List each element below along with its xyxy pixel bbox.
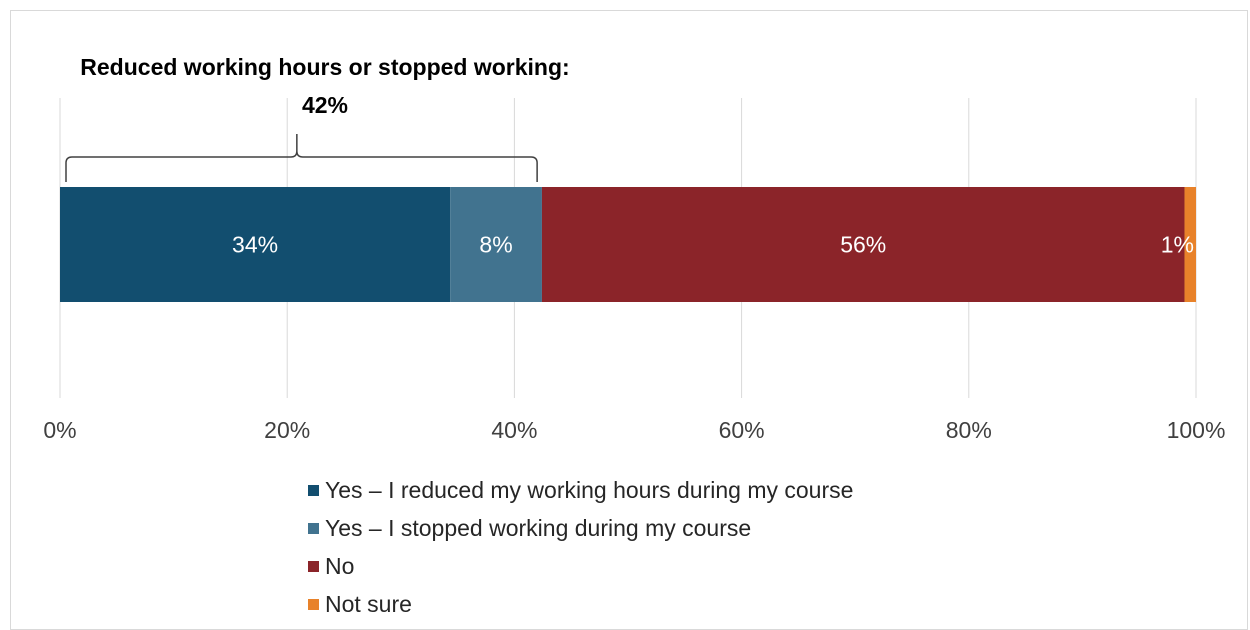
x-tick-label: 20% xyxy=(264,417,310,443)
bar-segment-yes-i-reduced-my-working-hours-during-my-course xyxy=(60,187,451,302)
legend-label: No xyxy=(325,552,355,579)
legend-swatch xyxy=(308,560,319,572)
legend-item-not-sure: Not sure xyxy=(308,585,1008,623)
legend-swatch xyxy=(308,598,319,610)
legend-item-yes-i-stopped-working-during-my-course: Yes – I stopped working during my course xyxy=(308,509,1008,547)
legend: Yes – I reduced my working hours during … xyxy=(308,471,1008,623)
bar-labels: 34% 8% 56% 1% xyxy=(232,232,1194,258)
x-tick-label: 80% xyxy=(946,417,992,443)
x-tick-label: 40% xyxy=(491,417,537,443)
data-label-no: 56% xyxy=(840,232,886,258)
x-axis-ticks: 0% 20% 40% 60% 80% 100% xyxy=(43,417,1225,443)
bar-segment-no xyxy=(541,187,1185,302)
bar-segment-not-sure xyxy=(1184,187,1196,302)
data-label-yes-i-stopped-working-during-my-course: 8% xyxy=(479,232,512,258)
bracket-annotation-label: Reduced working hours or stopped working… xyxy=(80,54,570,118)
legend-swatch xyxy=(308,522,319,534)
data-label-not-sure: 1% xyxy=(1161,232,1194,258)
x-tick-label: 0% xyxy=(43,417,76,443)
bracket-annotation xyxy=(65,134,538,182)
x-tick-label: 100% xyxy=(1167,417,1226,443)
legend-item-no: No xyxy=(308,547,1008,585)
bars xyxy=(60,187,1196,302)
data-label-yes-i-reduced-my-working-hours-during-my-course: 34% xyxy=(232,232,278,258)
x-tick-label: 60% xyxy=(719,417,765,443)
legend-label: Yes – I reduced my working hours during … xyxy=(325,476,854,503)
chart-frame xyxy=(10,10,1248,630)
legend-label: Not sure xyxy=(325,590,412,617)
legend-swatch xyxy=(308,484,319,496)
stacked-bar-chart: 34% 8% 56% 1% 0% 20% 40% 60% 80% 100% xyxy=(43,98,1225,443)
legend-label: Yes – I stopped working during my course xyxy=(325,514,752,541)
bar-segment-yes-i-stopped-working-during-my-course xyxy=(450,187,542,302)
legend-item-yes-i-reduced-my-working-hours-during-my-course: Yes – I reduced my working hours during … xyxy=(308,471,1008,509)
